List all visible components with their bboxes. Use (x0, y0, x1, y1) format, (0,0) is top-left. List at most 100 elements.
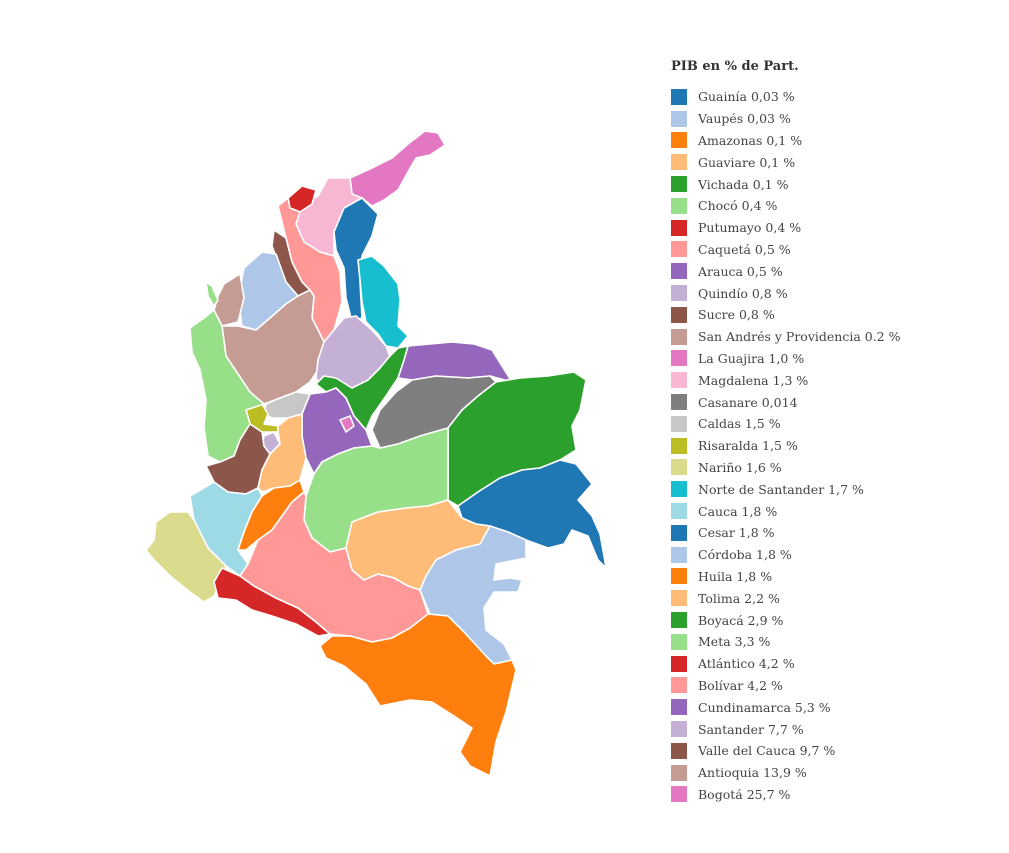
legend-item-valle-del-cauca[interactable]: Valle del Cauca 9,7 % (671, 740, 1001, 762)
legend-item-sucre[interactable]: Sucre 0,8 % (671, 304, 1001, 326)
legend-swatch-sucre (671, 306, 687, 323)
region-arauca[interactable] (397, 341, 513, 383)
region-narino[interactable] (145, 511, 227, 603)
legend-item-guaviare[interactable]: Guaviare 0,1 % (671, 151, 1001, 173)
legend-item-quindio[interactable]: Quindío 0,8 % (671, 282, 1001, 304)
legend-label-casanare: Casanare 0,014 (698, 394, 798, 410)
legend-item-guainia[interactable]: Guainía 0,03 % (671, 86, 1001, 108)
legend-swatch-vaupes (671, 110, 687, 127)
legend-item-magdalena[interactable]: Magdalena 1,3 % (671, 369, 1001, 391)
legend-label-risaralda: Risaralda 1,5 % (698, 438, 798, 454)
legend-item-cesar[interactable]: Cesar 1,8 % (671, 522, 1001, 544)
legend-label-narino: Nariño 1,6 % (698, 459, 782, 475)
legend-item-boyaca[interactable]: Boyacá 2,9 % (671, 609, 1001, 631)
legend-swatch-norte-de-santander (671, 481, 687, 498)
legend-swatch-cauca (671, 503, 687, 520)
legend-label-vichada: Vichada 0,1 % (698, 176, 789, 192)
legend-label-magdalena: Magdalena 1,3 % (698, 372, 809, 388)
legend-swatch-caqueta (671, 241, 687, 258)
legend-item-san-andres[interactable]: San Andrés y Providencia 0.2 % (671, 326, 1001, 348)
legend-swatch-bolivar (671, 677, 687, 694)
legend-item-vaupes[interactable]: Vaupés 0,03 % (671, 108, 1001, 130)
legend-item-caqueta[interactable]: Caquetá 0,5 % (671, 239, 1001, 261)
legend-swatch-santander (671, 721, 687, 737)
legend-item-arauca[interactable]: Arauca 0,5 % (671, 260, 1001, 282)
legend-label-boyaca: Boyacá 2,9 % (698, 612, 784, 628)
legend-swatch-risaralda (671, 437, 687, 454)
legend-label-huila: Huila 1,8 % (698, 568, 773, 584)
legend-swatch-meta (671, 633, 687, 650)
legend-label-bogota: Bogotá 25,7 % (698, 786, 791, 802)
legend-swatch-valle-del-cauca (671, 742, 687, 759)
legend: PIB en % de Part. Guainía 0,03 % Vaupés 0… (671, 56, 1001, 805)
legend-label-choco: Chocó 0,4 % (698, 198, 778, 214)
legend-label-la-guajira: La Guajira 1,0 % (698, 350, 805, 366)
legend-label-norte-de-santander: Norte de Santander 1,7 % (698, 481, 864, 497)
legend-swatch-guaviare (671, 154, 687, 171)
legend-label-caqueta: Caquetá 0,5 % (698, 241, 791, 257)
region-caqueta[interactable] (239, 491, 429, 643)
legend-swatch-caldas (671, 415, 687, 432)
region-norte-de-santander[interactable] (357, 255, 409, 349)
legend-label-meta: Meta 3,3 % (698, 634, 771, 650)
legend-item-norte-de-santander[interactable]: Norte de Santander 1,7 % (671, 478, 1001, 500)
region-tolima[interactable] (257, 413, 307, 493)
legend-label-bolivar: Bolívar 4,2 % (698, 677, 783, 693)
legend-item-meta[interactable]: Meta 3,3 % (671, 631, 1001, 653)
legend-swatch-cordoba (671, 546, 687, 563)
legend-title: PIB en % de Part. (671, 59, 799, 74)
legend-label-atlantico: Atlántico 4,2 % (698, 656, 795, 672)
legend-label-cordoba: Córdoba 1,8 % (698, 547, 792, 563)
legend-label-quindio: Quindío 0,8 % (698, 285, 788, 301)
legend-swatch-antioquia (671, 764, 687, 781)
legend-item-santander[interactable]: Santander 7,7 % (671, 718, 1001, 740)
legend-swatch-putumayo (671, 219, 687, 236)
colombia-map (145, 130, 607, 777)
legend-item-choco[interactable]: Chocó 0,4 % (671, 195, 1001, 217)
legend-swatch-huila (671, 568, 687, 585)
region-bogota[interactable] (339, 415, 355, 433)
legend-item-casanare[interactable]: Casanare 0,014 (671, 391, 1001, 413)
legend-item-cauca[interactable]: Cauca 1,8 % (671, 500, 1001, 522)
legend-swatch-narino (671, 459, 687, 476)
legend-item-bolivar[interactable]: Bolívar 4,2 % (671, 675, 1001, 697)
legend-label-amazonas: Amazonas 0,1 % (698, 132, 803, 148)
legend-item-huila[interactable]: Huila 1,8 % (671, 566, 1001, 588)
legend-swatch-atlantico (671, 655, 687, 672)
legend-label-valle-del-cauca: Valle del Cauca 9,7 % (698, 743, 836, 759)
region-la-guajira[interactable] (349, 130, 446, 207)
legend-label-antioquia: Antioquia 13,9 % (698, 765, 807, 781)
legend-swatch-magdalena (671, 372, 687, 389)
legend-swatch-guainia (671, 88, 687, 105)
legend-item-bogota[interactable]: Bogotá 25,7 % (671, 784, 1001, 806)
legend-item-cordoba[interactable]: Córdoba 1,8 % (671, 544, 1001, 566)
region-san-andres-island[interactable] (205, 281, 219, 307)
legend-label-putumayo: Putumayo 0,4 % (698, 220, 802, 236)
legend-item-amazonas[interactable]: Amazonas 0,1 % (671, 130, 1001, 152)
legend-item-caldas[interactable]: Caldas 1,5 % (671, 413, 1001, 435)
legend-item-putumayo[interactable]: Putumayo 0,4 % (671, 217, 1001, 239)
legend-label-guainia: Guainía 0,03 % (698, 89, 795, 105)
legend-item-la-guajira[interactable]: La Guajira 1,0 % (671, 348, 1001, 370)
legend-label-guaviare: Guaviare 0,1 % (698, 154, 796, 170)
legend-items: Guainía 0,03 % Vaupés 0,03 % Amazonas 0,1 … (671, 86, 1001, 805)
legend-label-san-andres: San Andrés y Providencia 0.2 % (698, 329, 901, 345)
legend-swatch-arauca (671, 263, 687, 280)
legend-item-vichada[interactable]: Vichada 0,1 % (671, 173, 1001, 195)
legend-item-atlantico[interactable]: Atlántico 4,2 % (671, 653, 1001, 675)
legend-item-antioquia[interactable]: Antioquia 13,9 % (671, 762, 1001, 784)
legend-swatch-cundinamarca (671, 699, 687, 716)
legend-swatch-casanare (671, 394, 687, 411)
legend-item-narino[interactable]: Nariño 1,6 % (671, 457, 1001, 479)
legend-item-cundinamarca[interactable]: Cundinamarca 5,3 % (671, 696, 1001, 718)
legend-swatch-tolima (671, 590, 687, 607)
legend-label-santander: Santander 7,7 % (698, 721, 804, 737)
legend-label-cauca: Cauca 1,8 % (698, 503, 778, 519)
legend-item-risaralda[interactable]: Risaralda 1,5 % (671, 435, 1001, 457)
legend-swatch-choco (671, 197, 687, 214)
legend-item-tolima[interactable]: Tolima 2,2 % (671, 587, 1001, 609)
legend-label-cesar: Cesar 1,8 % (698, 525, 775, 541)
legend-swatch-quindio (671, 285, 687, 302)
region-amazonas[interactable] (319, 613, 517, 777)
legend-swatch-cesar (671, 524, 687, 541)
